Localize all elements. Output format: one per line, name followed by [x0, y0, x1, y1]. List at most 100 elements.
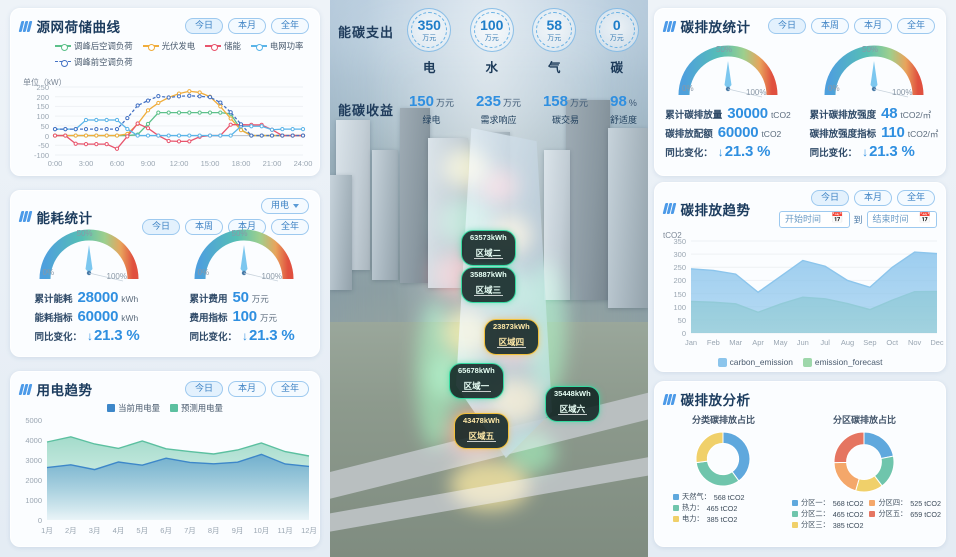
income-item-0[interactable]: 150 万元 绿电 [409, 93, 454, 126]
range-button-1[interactable]: 本月 [227, 381, 266, 397]
x-tick-label: 2月 [64, 526, 77, 535]
y-tick-label: -50 [38, 141, 49, 151]
range-button-0[interactable]: 今日 [141, 219, 180, 235]
x-tick-label: Feb [706, 338, 720, 347]
time-range-buttons[interactable]: 今日 本月 全年 [184, 18, 309, 34]
range-button-1[interactable]: 本月 [853, 190, 892, 206]
panel-header: 用电趋势 今日 本月 全年 [11, 372, 319, 401]
readout-row: 同比变化： ↓ 21.3 % [810, 143, 939, 160]
trend-down-icon: ↓ [717, 145, 724, 159]
legend-item[interactable]: 储能 [205, 40, 241, 52]
legend-item[interactable]: 调峰前空调负荷 [55, 56, 133, 68]
x-tick-label: Nov [907, 338, 922, 347]
expense-item-3[interactable]: 0 万元碳 [594, 8, 639, 76]
legend-item[interactable]: 当前用电量 [107, 402, 160, 414]
zone-label-5[interactable]: 35448kWh 区域六 [545, 386, 600, 423]
background-building [372, 150, 398, 280]
metric-value: 350 [417, 16, 441, 33]
range-button-1[interactable]: 本周 [810, 18, 849, 34]
start-date-input[interactable]: 开始时间 📅 [779, 211, 850, 228]
donut-chart-zone[interactable] [788, 430, 941, 494]
readout-unit: kWh [121, 313, 139, 323]
range-button-0[interactable]: 今日 [184, 381, 223, 397]
range-button-0[interactable]: 今日 [810, 190, 849, 206]
readout-row: 同比变化： ↓ 21.3 % [34, 327, 142, 344]
date-range-picker[interactable]: 开始时间 📅 到 结束时间 📅 [779, 211, 937, 228]
income-item-1[interactable]: 235 万元 需求响应 [476, 93, 521, 126]
chart-legend[interactable]: 调峰后空调负荷 光伏发电 储能 电网功率调峰前空调负荷 [11, 38, 319, 68]
legend-item[interactable]: 调峰后空调负荷 [55, 40, 133, 52]
readout-row: 碳排放配额 60000 tCO2 [665, 124, 791, 141]
legend-item[interactable]: 光伏发电 [142, 40, 195, 52]
y-tick-label: 150 [673, 289, 686, 299]
energy-gauges: 50% 0% 100% 累计能耗 28000 kWh 能耗指标 60000 kWh 同比变化： ↓ 2… [11, 219, 319, 355]
x-tick-label: 1月 [41, 526, 53, 535]
panel-title: 碳排放分析 [680, 393, 751, 408]
zone-label-1[interactable]: 63573kWh 区域二 [461, 230, 516, 267]
legend-value: 659 tCO2 [910, 509, 941, 519]
range-button-1[interactable]: 本月 [227, 18, 266, 34]
y-tick-label: 150 [36, 102, 49, 112]
panel-title: 碳排放趋势 [680, 202, 751, 218]
metric-line: 98% [610, 93, 637, 110]
time-range-buttons[interactable]: 今日 本周 本月 全年 [767, 18, 935, 34]
range-button-2[interactable]: 全年 [270, 18, 309, 34]
background-building [400, 108, 430, 283]
legend-item: 分区三： 385 tCO2 [791, 520, 863, 530]
y-tick-label: 3000 [25, 456, 42, 465]
power-trend-plot: 0 1000 2000 3000 4000 5000 1月 2月 3月 4月 5月 6月 7月 8月 9月 1… [25, 416, 317, 535]
readout-row: 累计费用 50 万元 [189, 289, 297, 306]
expense-item-2[interactable]: 58 万元气 [532, 8, 577, 76]
building-3d-visualization[interactable]: 63573kWh 区域二 35887kWh 区域三 23873kWh 区域四 65678kW… [330, 0, 648, 557]
legend-swatch [673, 505, 679, 511]
legend-label: 热力： [682, 503, 704, 512]
zone-label-2[interactable]: 35887kWh 区域三 [461, 267, 516, 304]
expense-item-0[interactable]: 350 万元电 [407, 8, 452, 76]
gauge-min-label: 0% [828, 84, 840, 93]
readout-row: 能耗指标 60000 kWh [34, 308, 142, 325]
legend-value: 465 tCO2 [832, 509, 864, 519]
range-button-0[interactable]: 今日 [184, 18, 223, 34]
legend-item[interactable]: emission_forecast [802, 357, 882, 367]
legend-swatch [791, 522, 798, 528]
range-button-2[interactable]: 全年 [896, 190, 935, 206]
legend-column: 分区一： 568 tCO2 分区二： 465 tCO2 分区三： 385 tCO2 [791, 498, 864, 530]
metric-caption: 碳交易 [551, 115, 579, 125]
energy-type-dropdown[interactable]: 用电 [260, 198, 309, 214]
donut-chart-category[interactable] [659, 430, 788, 488]
readout-value: 21.3 % [724, 143, 771, 160]
income-item-2[interactable]: 158 万元 碳交易 [543, 93, 588, 126]
y-axis-unit-label: 单位（kW） [23, 78, 67, 87]
readout-value: 60000 [717, 124, 759, 141]
time-range-buttons[interactable]: 今日 本月 全年 [184, 381, 309, 397]
legend-column: 分区四： 525 tCO2 分区五： 659 tCO2 [869, 498, 941, 530]
legend-item[interactable]: 预测用电量 [170, 402, 223, 414]
range-button-3[interactable]: 全年 [270, 219, 309, 235]
range-button-1[interactable]: 本周 [184, 219, 223, 235]
range-button-2[interactable]: 本月 [853, 18, 892, 34]
readout-row: 累计碳排放强度 48 tCO2/㎡ [810, 105, 939, 122]
zone-name: 区域四 [496, 336, 527, 349]
income-item-3[interactable]: 98% 舒适度 [610, 93, 637, 126]
expense-item-1[interactable]: 100 万元水 [469, 8, 514, 76]
gauge-max-label: 100% [892, 88, 913, 97]
range-button-0[interactable]: 今日 [767, 18, 806, 34]
zone-label-6[interactable]: 43478kWh 区域五 [454, 413, 509, 450]
zone-label-3[interactable]: 23873kWh 区域四 [484, 319, 539, 356]
legend-swatch [791, 511, 798, 517]
readout-value: 60000 [77, 308, 119, 325]
legend-item[interactable]: carbon_emission [717, 357, 793, 367]
y-tick-label: 50 [677, 315, 686, 325]
x-tick-label: 24:00 [293, 159, 313, 168]
panel-title: 源网荷储曲线 [36, 20, 121, 35]
zone-value: 43478kWh [463, 416, 500, 425]
range-button-2[interactable]: 全年 [270, 381, 309, 397]
zone-label-4[interactable]: 65678kWh 区域一 [449, 363, 504, 400]
x-tick-label: 15:00 [200, 159, 220, 168]
end-date-input[interactable]: 结束时间 📅 [866, 211, 937, 228]
chart-legend[interactable]: carbon_emission emission_forecast [655, 357, 945, 367]
chart-legend[interactable]: 当前用电量 预测用电量 [11, 401, 319, 414]
range-button-3[interactable]: 全年 [896, 18, 935, 34]
legend-item[interactable]: 电网功率 [250, 40, 303, 52]
